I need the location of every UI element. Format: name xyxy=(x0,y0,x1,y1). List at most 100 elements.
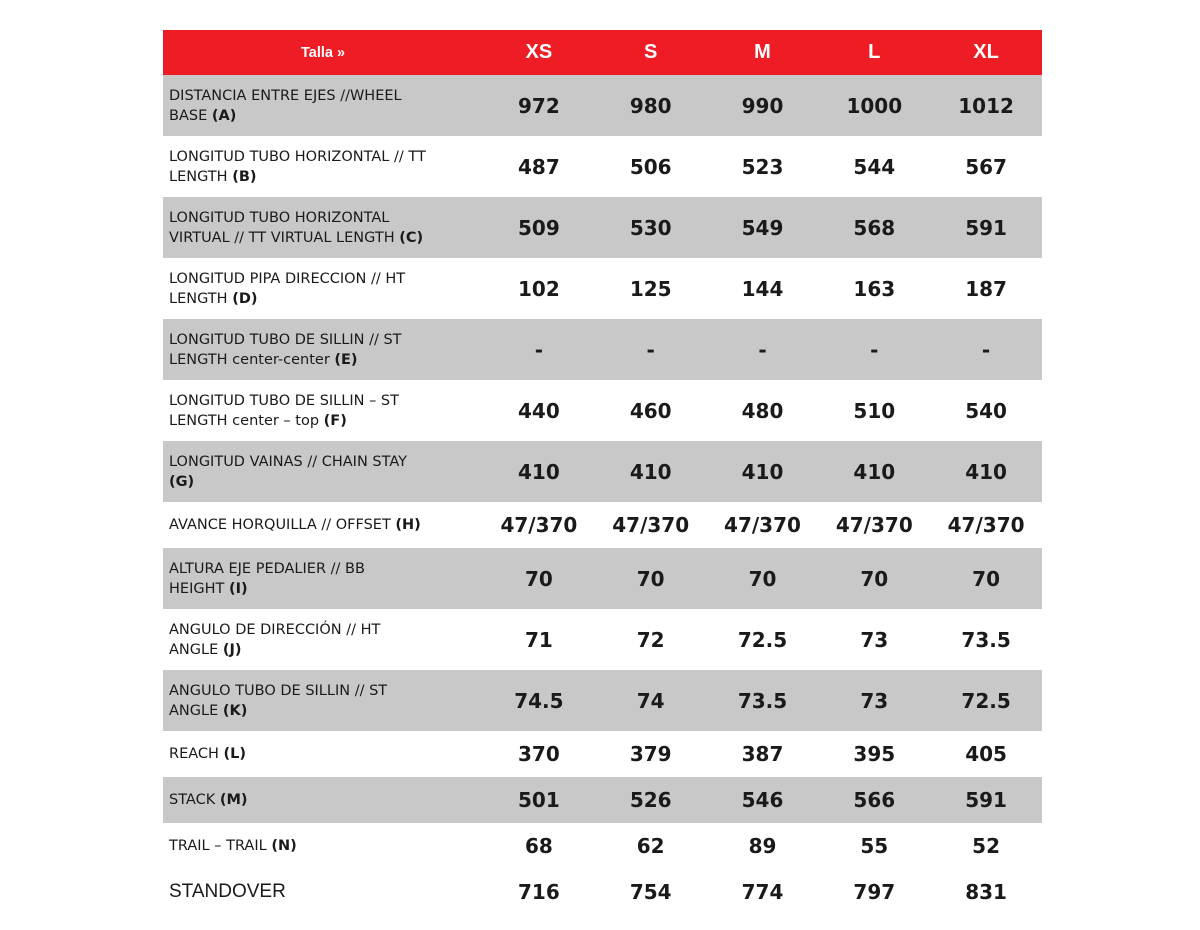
value-s: 379 xyxy=(629,742,672,766)
value-xs: 509 xyxy=(518,215,560,240)
value-l: - xyxy=(870,337,879,362)
table-row-tt-virtual-length: LONGITUD TUBO HORIZONTAL VIRTUAL // TT V… xyxy=(163,197,1042,258)
row-label-line1: LONGITUD PIPA DIRECCION // HT xyxy=(169,270,406,287)
row-label: LONGITUD TUBO HORIZONTAL VIRTUAL // TT V… xyxy=(163,208,483,248)
value-xl: 1012 xyxy=(958,93,1014,118)
value-xl: - xyxy=(981,337,991,362)
table-row-ht-angle: ANGULO DE DIRECCIÓN // HT ANGLE (J) 71 7… xyxy=(163,609,1042,670)
table-row-stack: STACK (M) 501 526 546 566 591 xyxy=(163,777,1042,823)
row-label: LONGITUD TUBO DE SILLIN – ST LENGTH cent… xyxy=(163,391,483,431)
value-s: 754 xyxy=(629,880,672,904)
value-xs: 716 xyxy=(518,880,560,904)
value-s: 70 xyxy=(636,566,665,591)
size-header-s: S xyxy=(644,41,658,63)
row-code: (J) xyxy=(222,641,242,658)
row-code: (I) xyxy=(228,580,248,597)
row-label-line1: ANGULO DE DIRECCIÓN // HT xyxy=(169,621,381,638)
row-label-line1: LONGITUD VAINAS // CHAIN STAY xyxy=(169,453,407,470)
value-m: 480 xyxy=(741,398,784,423)
value-s: 72 xyxy=(636,627,665,652)
table-row-reach: REACH (L) 370 379 387 395 405 xyxy=(163,731,1042,777)
value-l: 73 xyxy=(860,688,889,713)
table-row-chain-stay: LONGITUD VAINAS // CHAIN STAY (G) 410 41… xyxy=(163,441,1042,502)
value-s: 506 xyxy=(629,154,672,179)
row-label-line1: STACK xyxy=(169,792,220,808)
table-row-st-angle: ANGULO TUBO DE SILLIN // ST ANGLE (K) 74… xyxy=(163,670,1042,731)
row-code: (D) xyxy=(232,290,258,307)
value-m: 523 xyxy=(741,154,784,179)
value-l: 797 xyxy=(853,880,896,904)
value-xl: 405 xyxy=(965,742,1007,766)
value-m: 70 xyxy=(748,566,777,591)
value-l: 410 xyxy=(853,459,896,484)
value-xs: 972 xyxy=(518,93,560,118)
row-label: LONGITUD PIPA DIRECCION // HT LENGTH (D) xyxy=(163,269,483,309)
row-code: (B) xyxy=(232,168,257,185)
value-xs: 370 xyxy=(518,742,560,766)
value-m: 546 xyxy=(741,788,784,812)
row-label-line2: VIRTUAL // TT VIRTUAL LENGTH xyxy=(169,229,400,246)
row-label: LONGITUD VAINAS // CHAIN STAY (G) xyxy=(163,452,483,492)
row-code: (L) xyxy=(223,746,247,762)
value-s: 125 xyxy=(629,276,672,301)
row-label-line1: AVANCE HORQUILLA // OFFSET xyxy=(169,517,396,533)
value-xs: 70 xyxy=(524,566,553,591)
value-xs: 47/370 xyxy=(500,513,578,537)
value-l: 510 xyxy=(853,398,896,423)
table-header-row: Talla » XS S M L XL xyxy=(163,30,1042,75)
table-row-tt-length: LONGITUD TUBO HORIZONTAL // TT LENGTH (B… xyxy=(163,136,1042,197)
row-code: (H) xyxy=(395,517,421,533)
value-xl: 591 xyxy=(965,788,1007,812)
row-label: REACH (L) xyxy=(163,744,483,764)
row-label: LONGITUD TUBO DE SILLIN // ST LENGTH cen… xyxy=(163,330,483,370)
value-m: 72.5 xyxy=(737,627,788,652)
value-l: 544 xyxy=(853,154,896,179)
row-label-line1: LONGITUD TUBO DE SILLIN // ST xyxy=(169,331,402,348)
value-xl: 831 xyxy=(965,880,1007,904)
value-xs: 102 xyxy=(518,276,560,301)
value-m: 774 xyxy=(741,880,784,904)
row-label-line1: TRAIL – TRAIL xyxy=(169,838,272,854)
row-code: (E) xyxy=(334,351,358,368)
value-s: 410 xyxy=(629,459,672,484)
table-row-st-length-ct: LONGITUD TUBO DE SILLIN – ST LENGTH cent… xyxy=(163,380,1042,441)
value-xl: 591 xyxy=(965,215,1007,240)
row-label: DISTANCIA ENTRE EJES //WHEEL BASE (A) xyxy=(163,86,483,126)
row-label: ANGULO DE DIRECCIÓN // HT ANGLE (J) xyxy=(163,620,483,660)
row-code: (A) xyxy=(211,107,237,124)
value-l: 395 xyxy=(853,742,896,766)
row-label: ALTURA EJE PEDALIER // BB HEIGHT (I) xyxy=(163,559,483,599)
table-row-offset: AVANCE HORQUILLA // OFFSET (H) 47/370 47… xyxy=(163,502,1042,548)
value-s: 460 xyxy=(629,398,672,423)
row-label: ANGULO TUBO DE SILLIN // ST ANGLE (K) xyxy=(163,681,483,721)
value-l: 73 xyxy=(860,627,889,652)
value-xl: 187 xyxy=(965,276,1007,301)
row-label-line1: STANDOVER xyxy=(169,881,286,902)
row-label: STACK (M) xyxy=(163,790,483,810)
value-s: - xyxy=(646,337,655,362)
value-xs: 440 xyxy=(518,398,560,423)
value-xs: 71 xyxy=(524,627,553,652)
row-code: (G) xyxy=(169,473,195,490)
value-s: 530 xyxy=(629,215,672,240)
value-xs: 410 xyxy=(518,459,560,484)
size-header-label: Talla » xyxy=(300,44,346,61)
row-label-line1: DISTANCIA ENTRE EJES //WHEEL xyxy=(169,87,402,104)
value-xl: 410 xyxy=(965,459,1007,484)
row-code: (M) xyxy=(219,792,248,808)
table-row-wheelbase: DISTANCIA ENTRE EJES //WHEEL BASE (A) 97… xyxy=(163,75,1042,136)
table-row-standover: STANDOVER 716 754 774 797 831 xyxy=(163,869,1042,915)
row-label-line1: LONGITUD TUBO DE SILLIN – ST xyxy=(169,392,399,409)
row-label-line2: ANGLE xyxy=(169,641,223,658)
value-m: 549 xyxy=(741,215,784,240)
row-label: TRAIL – TRAIL (N) xyxy=(163,836,483,856)
value-l: 566 xyxy=(853,788,896,812)
value-s: 980 xyxy=(629,93,672,118)
row-label: LONGITUD TUBO HORIZONTAL // TT LENGTH (B… xyxy=(163,147,483,187)
size-header-m: M xyxy=(754,41,771,63)
value-xl: 70 xyxy=(972,566,1000,591)
value-l: 163 xyxy=(853,276,896,301)
value-xl: 567 xyxy=(965,154,1007,179)
table-row-ht-length: LONGITUD PIPA DIRECCION // HT LENGTH (D)… xyxy=(163,258,1042,319)
value-s: 47/370 xyxy=(612,513,690,537)
